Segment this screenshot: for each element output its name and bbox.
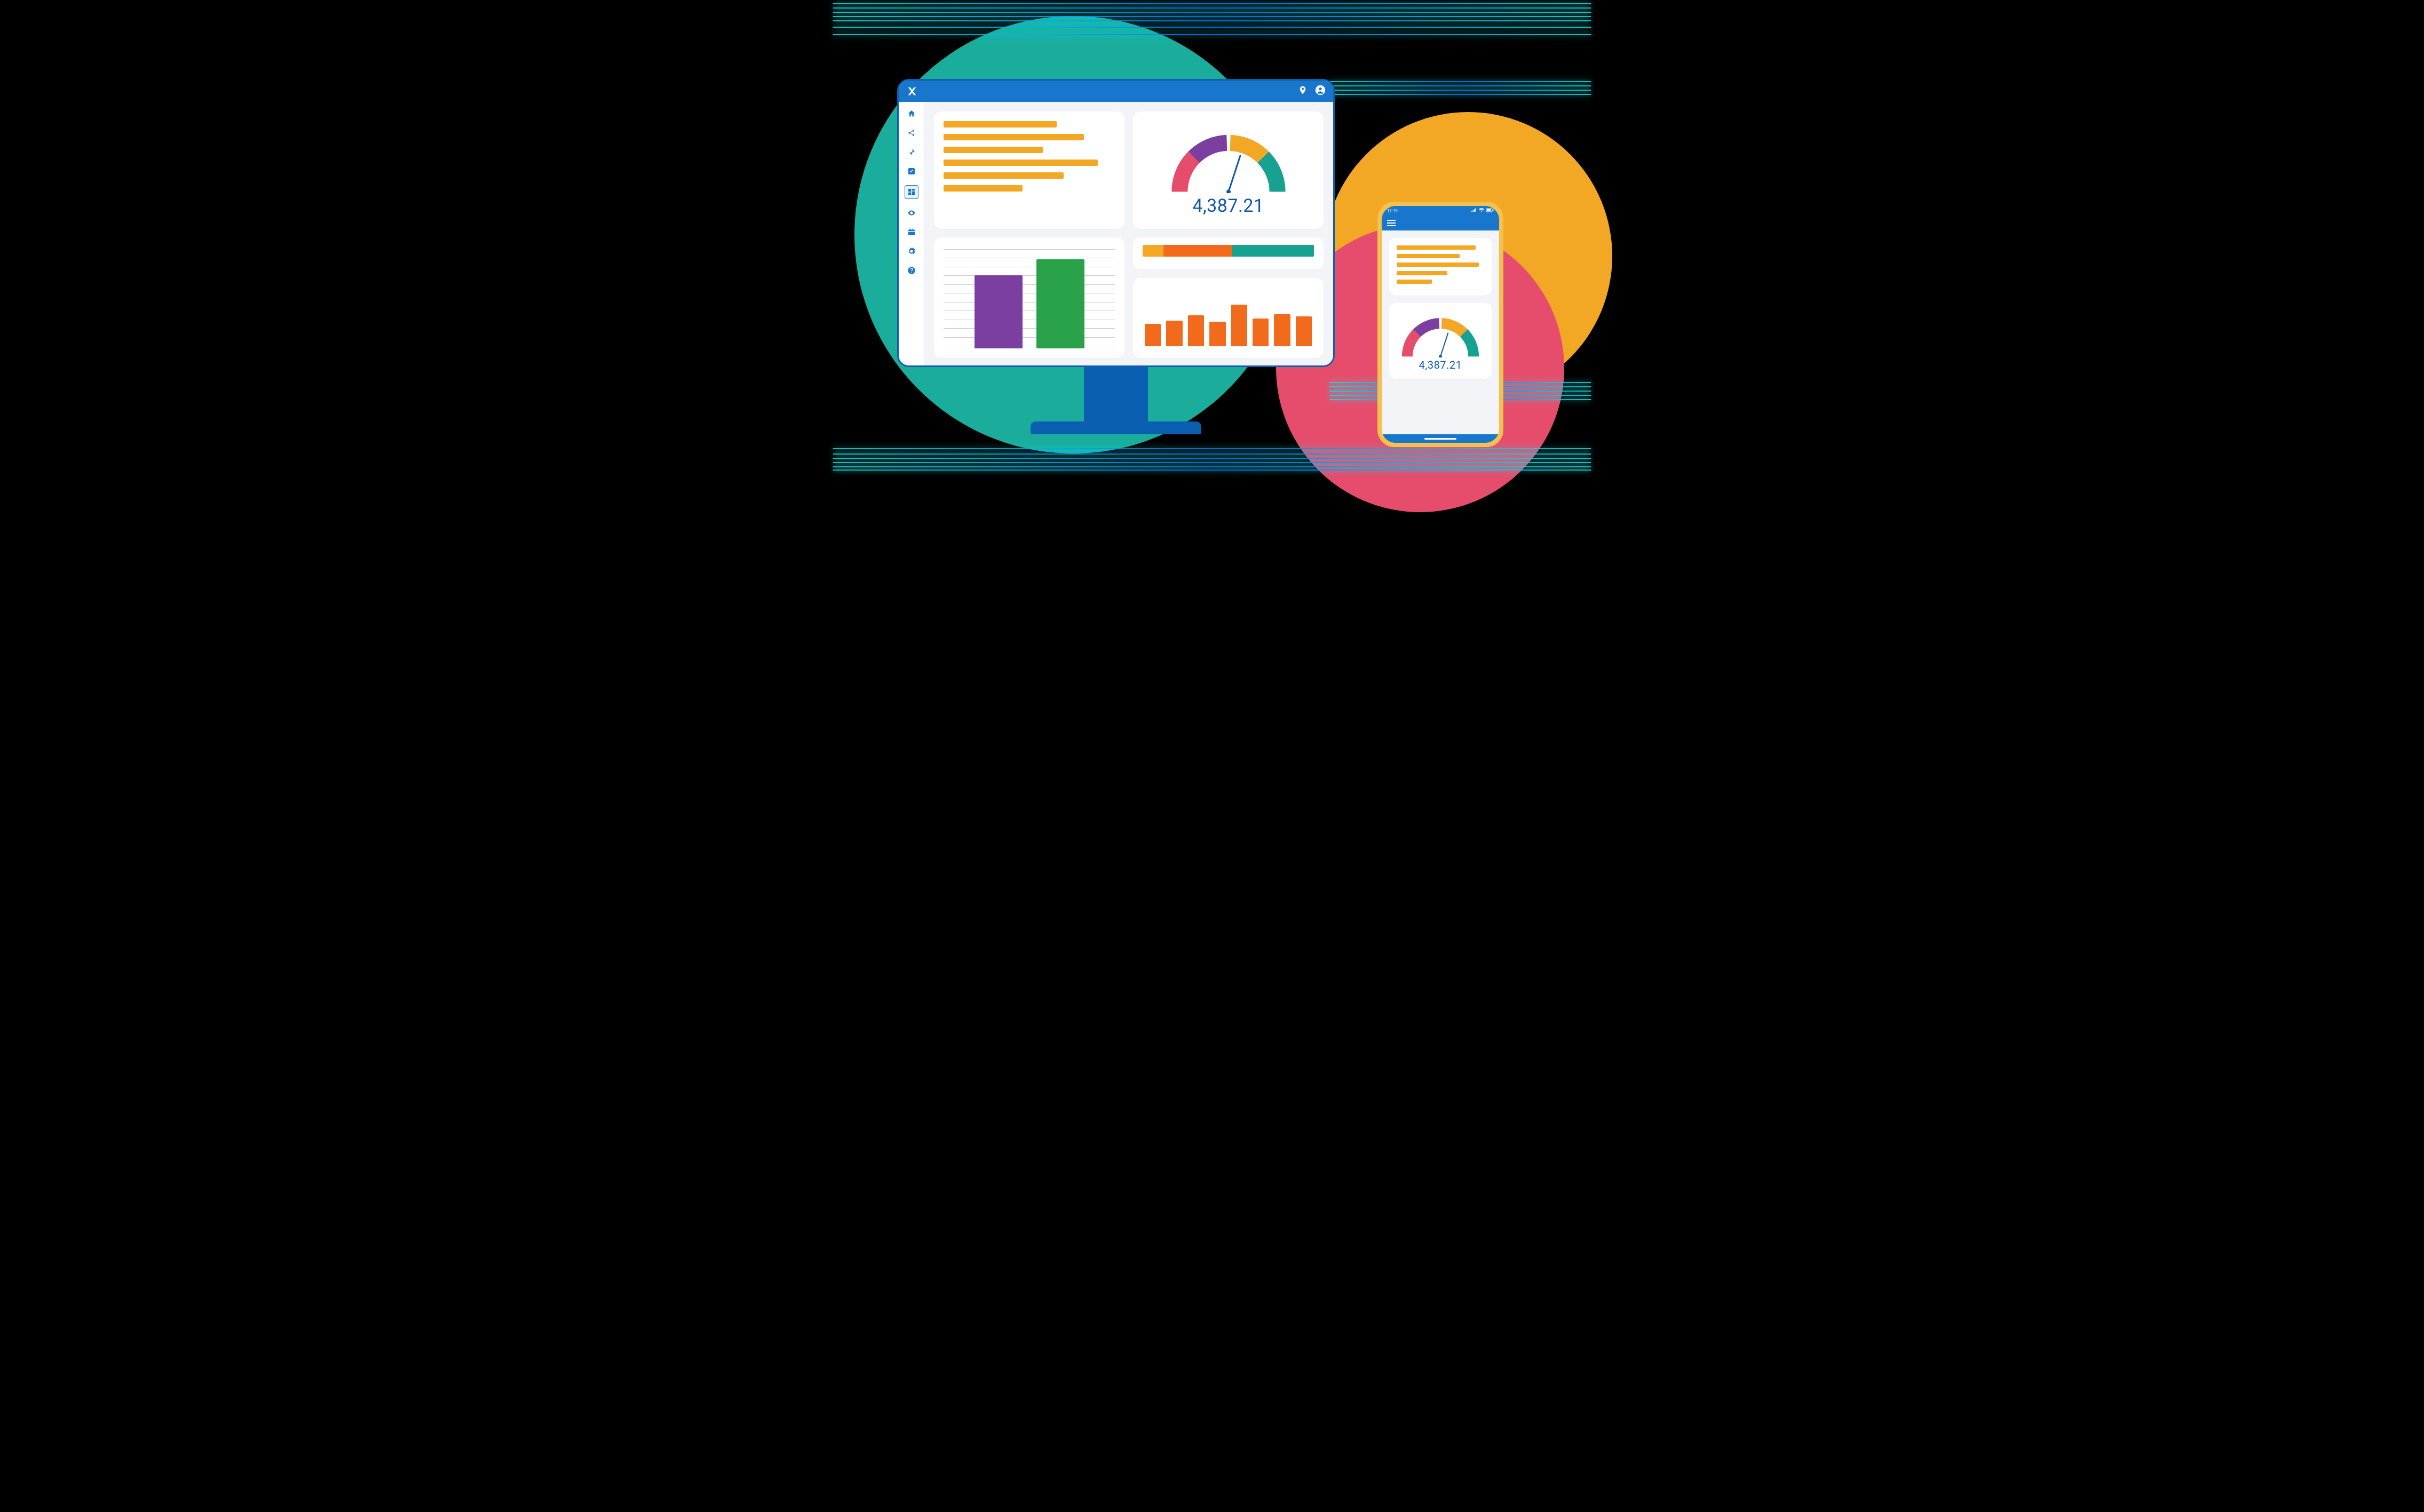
hbar-segment <box>1232 245 1314 257</box>
sidebar-home-icon[interactable] <box>906 108 917 119</box>
minibar <box>1253 319 1269 346</box>
phone-gauge-chart <box>1398 311 1483 357</box>
battery-icon <box>1486 208 1494 213</box>
hbar-card <box>1133 237 1324 269</box>
sidebar-calendar-icon[interactable] <box>906 227 917 237</box>
x-logo-icon <box>906 85 918 97</box>
monitor-stand <box>1084 365 1148 424</box>
minibars-area <box>1143 288 1314 348</box>
phone-navbar <box>1382 216 1499 230</box>
gauge-needle <box>1229 156 1240 192</box>
bar-column <box>975 275 1023 348</box>
text-line <box>944 147 1043 153</box>
text-line <box>1397 271 1447 275</box>
titlebar <box>899 81 1333 102</box>
text-line <box>1397 280 1432 284</box>
sidebar <box>899 102 924 365</box>
sidebar-eye-icon[interactable] <box>906 208 917 218</box>
hbar-track <box>1143 245 1314 257</box>
text-line <box>944 160 1098 166</box>
minibars-card <box>1133 278 1324 358</box>
minibar <box>1188 315 1204 346</box>
hbar-segment <box>1163 245 1232 257</box>
sidebar-share-icon[interactable] <box>906 128 917 138</box>
gauge-card: 4,387.21 <box>1133 112 1324 229</box>
phone-homebar <box>1382 434 1499 443</box>
wifi-icon <box>1479 208 1484 213</box>
desktop-monitor: 4,387.21 <box>897 79 1335 367</box>
phone-gauge-card: 4,387.21 <box>1389 303 1492 379</box>
signal-icon <box>1471 208 1477 213</box>
text-line <box>944 121 1057 128</box>
phone-time: 11:19 <box>1387 209 1398 213</box>
stage: 4,387.21 <box>833 0 1591 473</box>
minibar <box>1209 322 1225 346</box>
gauge-chart <box>1165 124 1293 193</box>
hamburger-icon[interactable] <box>1387 218 1396 228</box>
user-avatar-icon[interactable] <box>1315 85 1326 98</box>
sidebar-check-icon[interactable] <box>906 166 917 177</box>
sidebar-dashboard-icon[interactable] <box>905 185 918 199</box>
bar-column <box>1036 259 1084 348</box>
minibar <box>1274 314 1290 346</box>
phone-text-lines-card <box>1389 238 1492 296</box>
monitor-base <box>1031 421 1201 434</box>
text-line <box>944 134 1084 140</box>
hbar-segment <box>1143 245 1163 257</box>
dashboard-main: 4,387.21 <box>924 102 1333 365</box>
phone-screen: 11:19 4,387.21 <box>1382 206 1499 443</box>
barchart-card <box>934 237 1124 358</box>
minibar <box>1166 321 1182 346</box>
text-line <box>944 185 1023 192</box>
phone-body: 4,387.21 <box>1382 230 1499 434</box>
minibar <box>1296 316 1312 346</box>
text-line <box>1397 262 1479 267</box>
text-line <box>944 172 1064 179</box>
phone-device: 11:19 4,387.21 <box>1377 202 1503 447</box>
text-line <box>1397 245 1476 250</box>
phone-gauge-value: 4,387.21 <box>1419 359 1462 371</box>
sidebar-help-icon[interactable] <box>906 265 917 276</box>
sidebar-gear-icon[interactable] <box>906 246 917 257</box>
app-body: 4,387.21 <box>899 102 1333 365</box>
minibar <box>1231 305 1247 346</box>
gauge-value: 4,387.21 <box>1192 195 1264 217</box>
gauge-needle <box>1440 333 1448 356</box>
location-pin-icon[interactable] <box>1298 85 1308 97</box>
minibar <box>1145 324 1161 346</box>
phone-statusbar: 11:19 <box>1382 206 1499 216</box>
text-lines-card <box>934 112 1124 229</box>
text-line <box>1397 254 1460 258</box>
sidebar-pin-icon[interactable] <box>906 147 917 157</box>
barchart-gridlines <box>944 247 1115 348</box>
barchart-area <box>944 247 1115 348</box>
